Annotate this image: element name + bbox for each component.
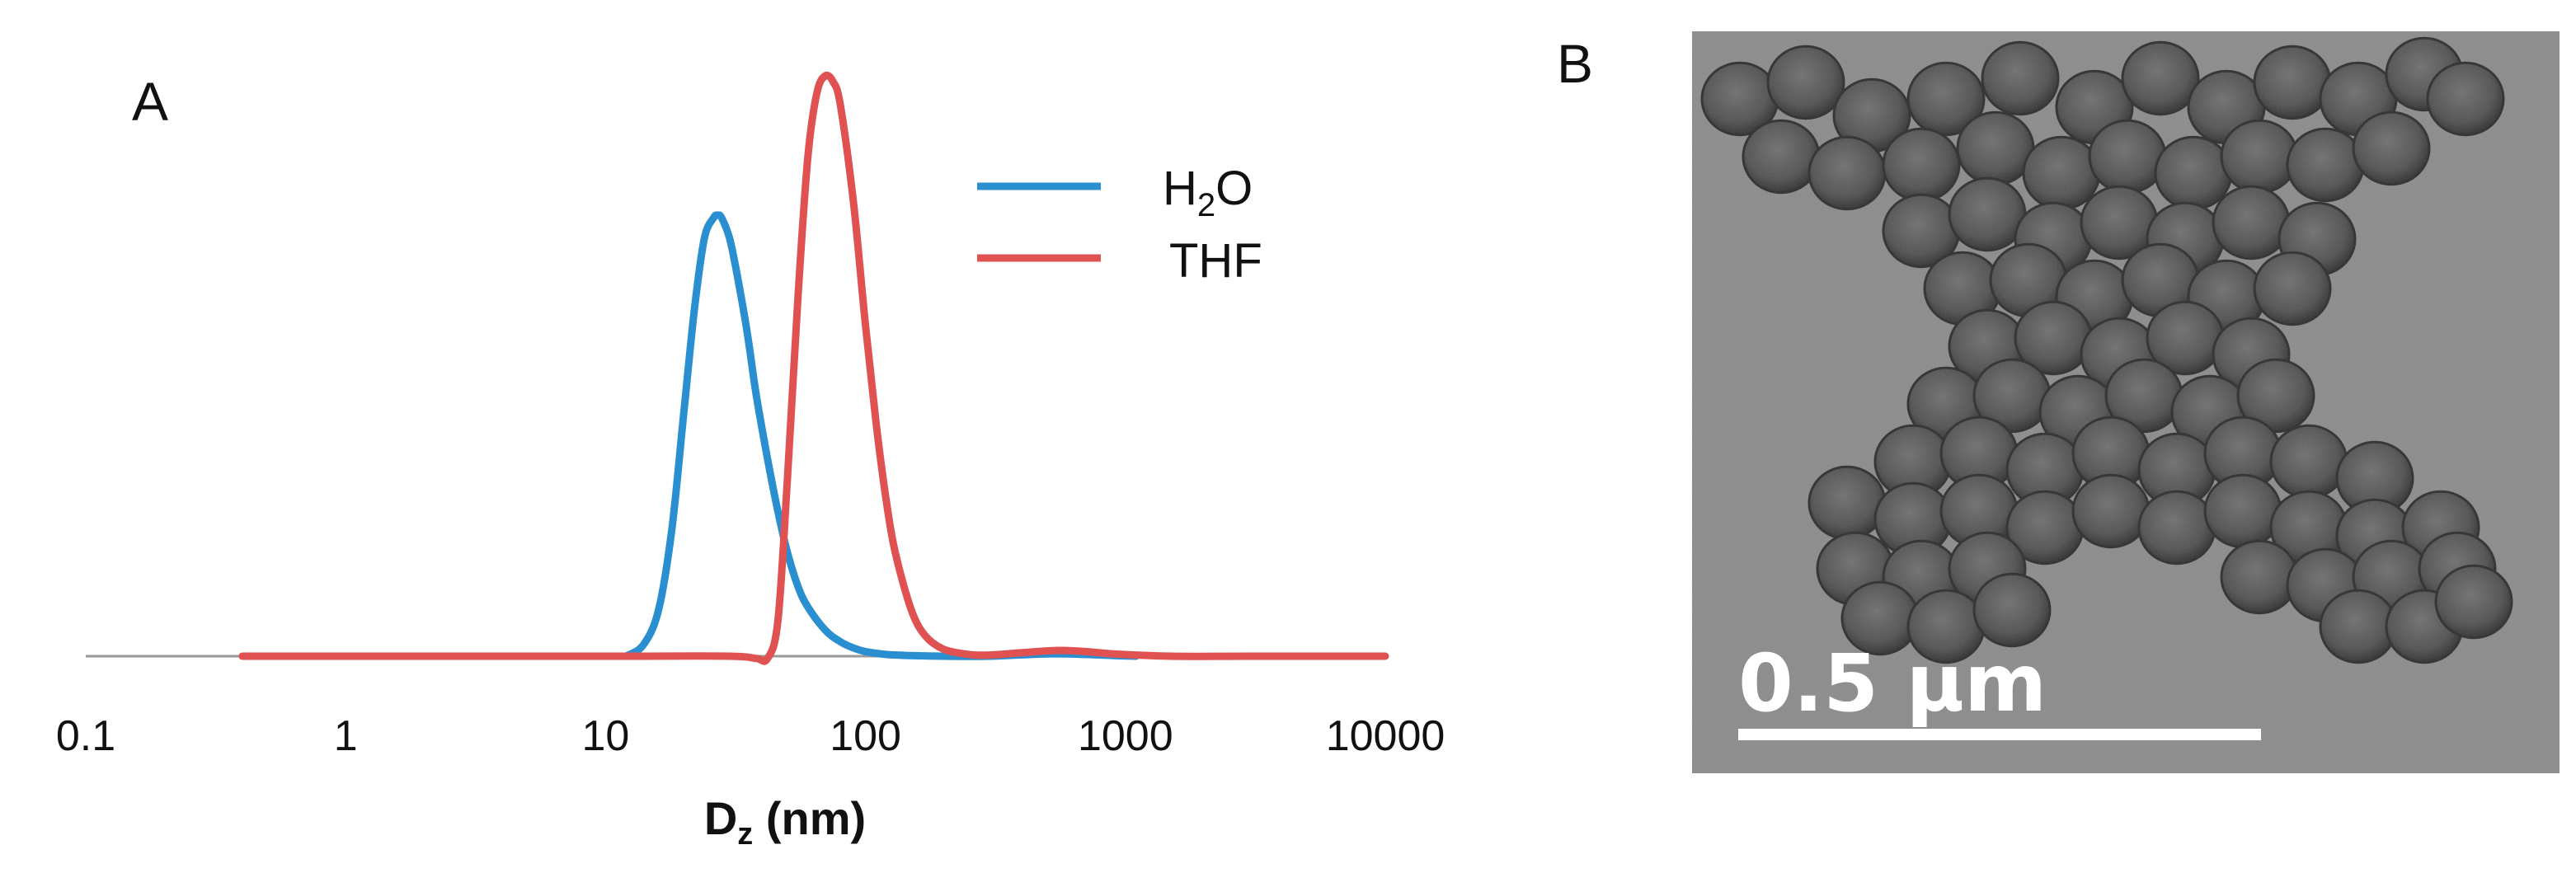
x-tick-label: 0.1	[56, 712, 115, 760]
legend-label-thf: THF	[1169, 234, 1262, 288]
tem-noise-overlay	[1692, 31, 2560, 773]
legend-thf-main: THF	[1169, 234, 1262, 288]
x-axis-label-rest: (nm)	[753, 792, 866, 844]
x-axis-label: Dz (nm)	[704, 792, 866, 852]
legend: H2O THF	[977, 162, 1262, 288]
series-line-thf	[238, 71, 1389, 665]
legend-h2o-main: H	[1163, 162, 1197, 215]
x-tick-label: 10000	[1326, 712, 1445, 760]
series-layer	[238, 71, 1389, 665]
x-tick-label: 1000	[1078, 712, 1173, 760]
panel-b-label: B	[1557, 33, 1593, 94]
x-tick-label: 10	[581, 712, 629, 760]
x-tick-label: 100	[830, 712, 901, 760]
panel-a-label: A	[132, 71, 168, 132]
x-tick-labels: 0.1 1 10 100 1000 10000	[56, 712, 1445, 760]
scale-bar-label: 0.5 µm	[1738, 637, 2047, 730]
x-axis-label-main: D	[704, 792, 737, 844]
scale-bar	[1738, 729, 2261, 740]
legend-label-h2o: H2O	[1163, 162, 1253, 223]
x-axis-label-sub: z	[737, 817, 753, 852]
legend-h2o-rest: O	[1215, 162, 1253, 215]
x-tick-label: 1	[334, 712, 358, 760]
tem-panel-b: B 0.5 µm	[1557, 31, 2560, 773]
series-line-h2o	[622, 211, 1140, 660]
chart-panel-a: A 0.1 1 10 100 1000 10000 H2O THF Dz (nm)	[56, 71, 1445, 852]
legend-h2o-sub: 2	[1197, 187, 1215, 223]
tem-image	[1692, 31, 2560, 773]
